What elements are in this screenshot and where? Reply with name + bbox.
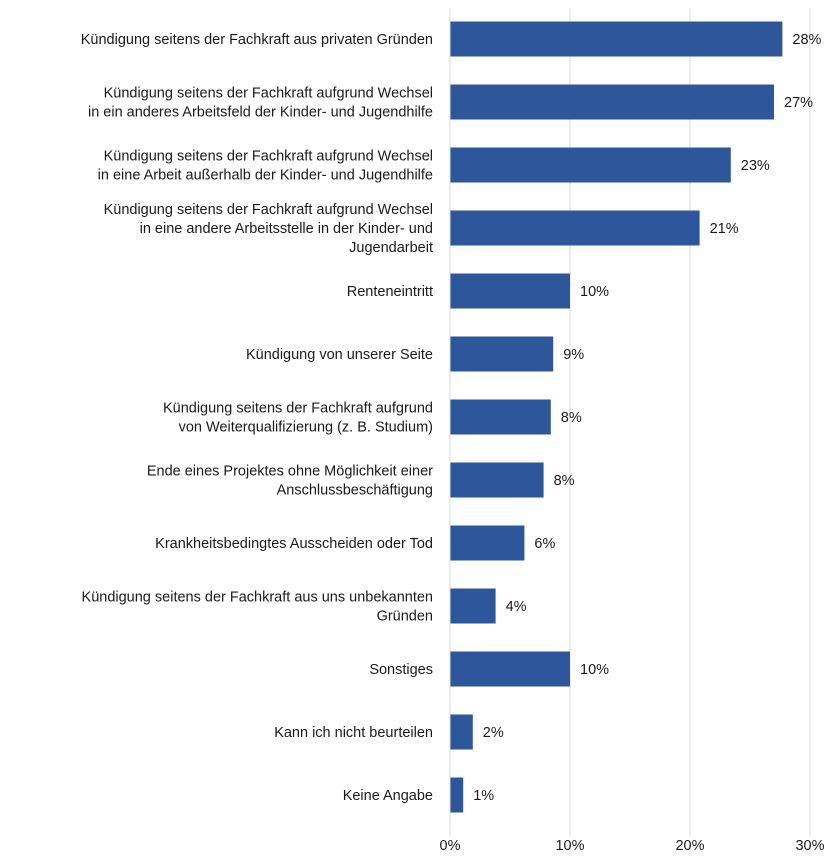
x-tick-label-2: 20% — [675, 838, 704, 854]
category-label-9-line-1: Gründen — [377, 609, 433, 625]
category-label-0: Kündigung seitens der Fachkraft aus priv… — [81, 32, 433, 48]
value-labels: 28% 27% 23% 21% 10% 9% 8% 8% 6% 4% 10% 2% 1% — [473, 32, 821, 804]
x-tick-labels: 0% 10% 20% 30% — [440, 838, 825, 854]
value-label-5: 9% — [563, 347, 584, 363]
category-label-2-line-0: Kündigung seitens der Fachkraft aufgrund… — [104, 149, 433, 165]
category-label-3: Kündigung seitens der Fachkraft aufgrund… — [104, 202, 433, 256]
bar-8 — [450, 525, 525, 561]
value-label-8: 6% — [534, 536, 555, 552]
category-label-2-line-1: in eine Arbeit außerhalb der Kinder- und… — [98, 168, 433, 184]
category-label-7-line-1: Anschlussbeschäftigung — [277, 483, 433, 499]
bar-12 — [450, 777, 464, 813]
bar-0 — [450, 21, 783, 57]
category-label-7-line-0: Ende eines Projektes ohne Möglichkeit ei… — [147, 464, 433, 480]
value-label-2: 23% — [741, 158, 770, 174]
category-labels: Kündigung seitens der Fachkraft aus priv… — [81, 32, 433, 804]
x-tick-label-3: 30% — [795, 838, 824, 854]
category-label-8: Krankheitsbedingtes Ausscheiden oder Tod — [155, 536, 433, 552]
category-label-6-line-0: Kündigung seitens der Fachkraft aufgrund — [163, 401, 433, 417]
category-label-7: Ende eines Projektes ohne Möglichkeit ei… — [147, 464, 433, 499]
value-label-4: 10% — [580, 284, 609, 300]
value-label-1: 27% — [784, 95, 813, 111]
category-label-10: Sonstiges — [369, 662, 433, 678]
category-label-11-line-0: Kann ich nicht beurteilen — [274, 725, 433, 741]
value-label-11: 2% — [483, 725, 504, 741]
category-label-10-line-0: Sonstiges — [369, 662, 433, 678]
category-label-3-line-2: Jugendarbeit — [349, 240, 433, 256]
category-label-9-line-0: Kündigung seitens der Fachkraft aus uns … — [82, 590, 433, 606]
value-label-9: 4% — [506, 599, 527, 615]
bar-2 — [450, 147, 731, 183]
x-tick-label-1: 10% — [555, 838, 584, 854]
category-label-6: Kündigung seitens der Fachkraft aufgrund… — [163, 401, 433, 436]
value-label-10: 10% — [580, 662, 609, 678]
bars — [450, 21, 783, 813]
value-label-7: 8% — [554, 473, 575, 489]
category-label-5: Kündigung von unserer Seite — [246, 347, 433, 363]
category-label-5-line-0: Kündigung von unserer Seite — [246, 347, 433, 363]
category-label-4: Renteneintritt — [347, 284, 433, 300]
category-label-8-line-0: Krankheitsbedingtes Ausscheiden oder Tod — [155, 536, 433, 552]
category-label-12: Keine Angabe — [343, 788, 433, 804]
value-label-0: 28% — [792, 32, 821, 48]
bar-11 — [450, 714, 473, 750]
category-label-4-line-0: Renteneintritt — [347, 284, 433, 300]
category-label-1: Kündigung seitens der Fachkraft aufgrund… — [88, 86, 433, 121]
category-label-1-line-0: Kündigung seitens der Fachkraft aufgrund… — [104, 86, 433, 102]
category-label-1-line-1: in ein anderes Arbeitsfeld der Kinder- u… — [88, 105, 433, 121]
bar-10 — [450, 651, 570, 687]
value-label-6: 8% — [561, 410, 582, 426]
bar-6 — [450, 399, 551, 435]
category-label-0-line-0: Kündigung seitens der Fachkraft aus priv… — [81, 32, 433, 48]
bar-4 — [450, 273, 570, 309]
category-label-12-line-0: Keine Angabe — [343, 788, 433, 804]
x-tick-label-0: 0% — [440, 838, 461, 854]
bar-9 — [450, 588, 496, 624]
bar-5 — [450, 336, 554, 372]
category-label-3-line-0: Kündigung seitens der Fachkraft aufgrund… — [104, 202, 433, 218]
category-label-3-line-1: in eine andere Arbeitsstelle in der Kind… — [140, 221, 433, 237]
category-label-2: Kündigung seitens der Fachkraft aufgrund… — [98, 149, 433, 184]
value-label-12: 1% — [473, 788, 494, 804]
bar-1 — [450, 84, 774, 120]
value-label-3: 21% — [710, 221, 739, 237]
category-label-11: Kann ich nicht beurteilen — [274, 725, 433, 741]
bar-3 — [450, 210, 700, 246]
gridlines — [569, 8, 811, 837]
category-label-6-line-1: von Weiterqualifizierung (z. B. Studium) — [179, 420, 433, 436]
category-label-9: Kündigung seitens der Fachkraft aus uns … — [82, 590, 433, 625]
bar-7 — [450, 462, 544, 498]
